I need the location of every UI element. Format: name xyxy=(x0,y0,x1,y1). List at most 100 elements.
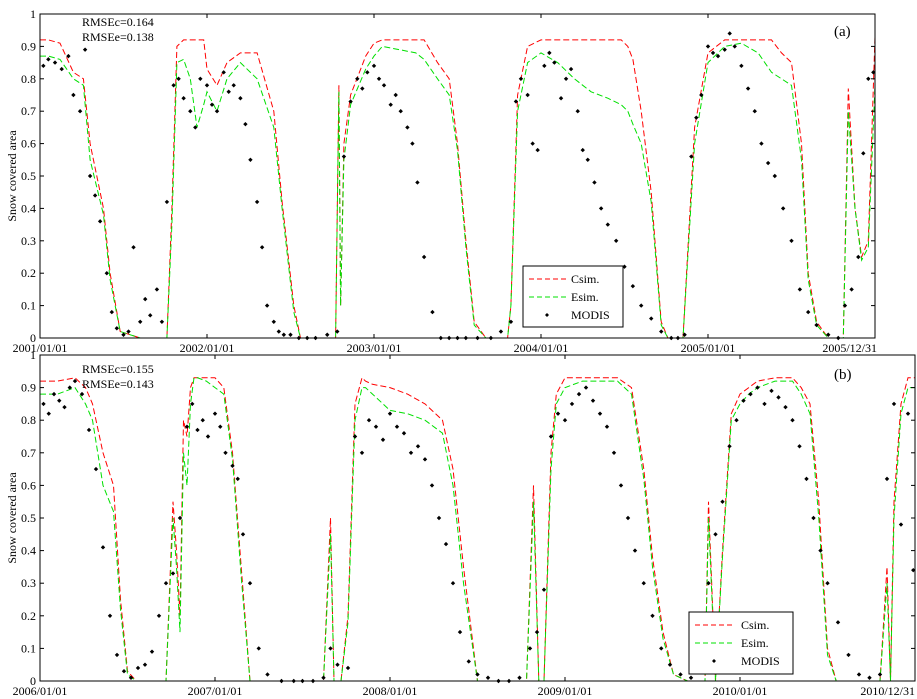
y-tick-label-a-3: 0.3 xyxy=(21,234,36,248)
modis-point-a-108 xyxy=(732,44,737,49)
modis-point-b-70 xyxy=(555,411,561,416)
modis-point-a-93 xyxy=(630,283,636,289)
modis-point-b-92 xyxy=(727,444,732,449)
modis-point-a-91 xyxy=(613,238,619,243)
modis-point-b-30 xyxy=(230,463,235,469)
modis-point-a-113 xyxy=(765,160,771,166)
modis-point-b-86 xyxy=(678,672,683,677)
axes-frame-b xyxy=(39,354,916,682)
modis-point-b-22 xyxy=(184,424,190,429)
y-tick-label-b-0: 0 xyxy=(30,674,36,688)
modis-point-b-72 xyxy=(569,401,575,407)
y-tick-label-a-4: 0.4 xyxy=(21,201,36,215)
y-axis-label-a: Snow covered area xyxy=(5,130,19,222)
modis-point-b-68 xyxy=(541,587,547,592)
modis-point-b-4 xyxy=(62,404,67,410)
modis-point-a-3 xyxy=(59,66,64,72)
modis-point-a-127 xyxy=(871,70,876,75)
y-axis-label-b: Snow covered area xyxy=(5,472,19,564)
modis-point-b-81 xyxy=(632,548,638,553)
modis-point-b-51 xyxy=(401,431,407,436)
modis-point-a-65 xyxy=(430,309,435,315)
y-ticks-b: 0 0.1 0.2 0.3 0.4 0.5 0.6 0.7 0.8 0.9 1 xyxy=(21,348,915,688)
rmse-e-label-b: RMSEe=0.143 xyxy=(82,377,154,391)
modis-point-a-95 xyxy=(649,316,654,321)
modis-point-b-15 xyxy=(135,665,141,671)
y-tick-label-a-1: 0.1 xyxy=(21,299,36,313)
modis-point-a-55 xyxy=(371,63,377,69)
modis-point-a-7 xyxy=(82,47,88,52)
modis-point-b-76 xyxy=(597,411,603,416)
esim-line-a xyxy=(40,42,876,339)
rmse-e-label-a: RMSEe=0.138 xyxy=(82,30,154,44)
modis-point-a-83 xyxy=(563,76,569,81)
modis-point-a-41 xyxy=(271,319,276,324)
modis-point-a-61 xyxy=(405,125,410,130)
modis-point-a-120 xyxy=(826,332,831,337)
modis-point-b-79 xyxy=(618,483,624,488)
modis-point-a-86 xyxy=(580,147,585,153)
modis-point-a-85 xyxy=(575,109,580,114)
modis-point-a-31 xyxy=(214,109,220,114)
y-tick-label-a-10: 1 xyxy=(30,7,36,21)
modis-point-b-28 xyxy=(218,424,223,429)
modis-point-a-78 xyxy=(535,147,540,153)
modis-point-a-39 xyxy=(259,245,265,250)
x-tick-label-b-1: 2007/01/01 xyxy=(188,684,243,698)
modis-point-b-9 xyxy=(93,466,99,472)
modis-point-b-7 xyxy=(79,391,85,397)
modis-point-a-30 xyxy=(209,102,215,107)
modis-point-b-14 xyxy=(128,675,134,680)
modis-point-a-109 xyxy=(739,63,744,69)
modis-point-b-34 xyxy=(256,646,261,651)
y-tick-label-a-6: 0.6 xyxy=(21,137,36,151)
modis-point-a-56 xyxy=(376,76,382,81)
modis-point-b-115 xyxy=(905,411,911,416)
modis-point-a-90 xyxy=(605,222,610,227)
axes-frame-a xyxy=(39,13,876,339)
modis-point-a-33 xyxy=(226,89,231,94)
modis-point-b-94 xyxy=(741,398,746,403)
x-tick-label-a-5: 2005/12/31 xyxy=(822,341,877,355)
modis-point-b-23 xyxy=(190,401,195,407)
modis-point-a-119 xyxy=(814,322,819,328)
modis-point-a-76 xyxy=(525,92,530,98)
modis-point-a-2 xyxy=(52,60,58,65)
modis-point-a-94 xyxy=(639,303,644,308)
modis-point-a-115 xyxy=(780,206,786,211)
modis-point-a-27 xyxy=(193,125,198,130)
modis-point-a-114 xyxy=(772,173,777,179)
modis-point-a-28 xyxy=(198,76,203,81)
y-tick-label-b-8: 0.8 xyxy=(21,413,36,427)
legend-label-csim-a: Csim. xyxy=(571,272,599,286)
modis-point-b-19 xyxy=(163,581,169,586)
modis-point-a-1 xyxy=(46,57,51,62)
x-tick-label-b-5: 2010/12/31 xyxy=(860,684,915,698)
csim-line-a xyxy=(40,36,876,339)
modis-point-a-0 xyxy=(41,63,46,69)
modis-point-b-21 xyxy=(177,515,183,521)
modis-point-b-104 xyxy=(811,515,816,521)
modis-point-b-18 xyxy=(156,613,162,618)
modis-point-b-95 xyxy=(748,391,753,397)
x-tick-label-a-1: 2002/01/01 xyxy=(180,341,235,355)
modis-point-a-21 xyxy=(159,319,165,324)
modis-point-a-5 xyxy=(71,92,76,98)
modis-point-b-58 xyxy=(450,581,456,586)
modis-point-b-12 xyxy=(114,652,120,658)
modis-point-a-118 xyxy=(806,309,811,315)
modis-point-a-48 xyxy=(325,332,330,337)
modis-point-b-65 xyxy=(517,675,522,680)
modis-point-a-72 xyxy=(498,329,504,334)
modis-point-b-16 xyxy=(142,662,148,667)
modis-point-a-89 xyxy=(598,206,604,211)
modis-point-a-110 xyxy=(745,86,751,91)
modis-point-a-15 xyxy=(126,329,131,334)
modis-point-a-53 xyxy=(360,86,365,91)
panel-b: 0 0.1 0.2 0.3 0.4 0.5 0.6 0.7 0.8 0.9 1 2006/01/01… xyxy=(5,348,916,698)
modis-point-a-112 xyxy=(759,141,764,146)
modis-point-b-5 xyxy=(67,385,72,390)
modis-point-b-113 xyxy=(891,401,897,407)
y-tick-label-a-9: 0.9 xyxy=(21,39,36,53)
